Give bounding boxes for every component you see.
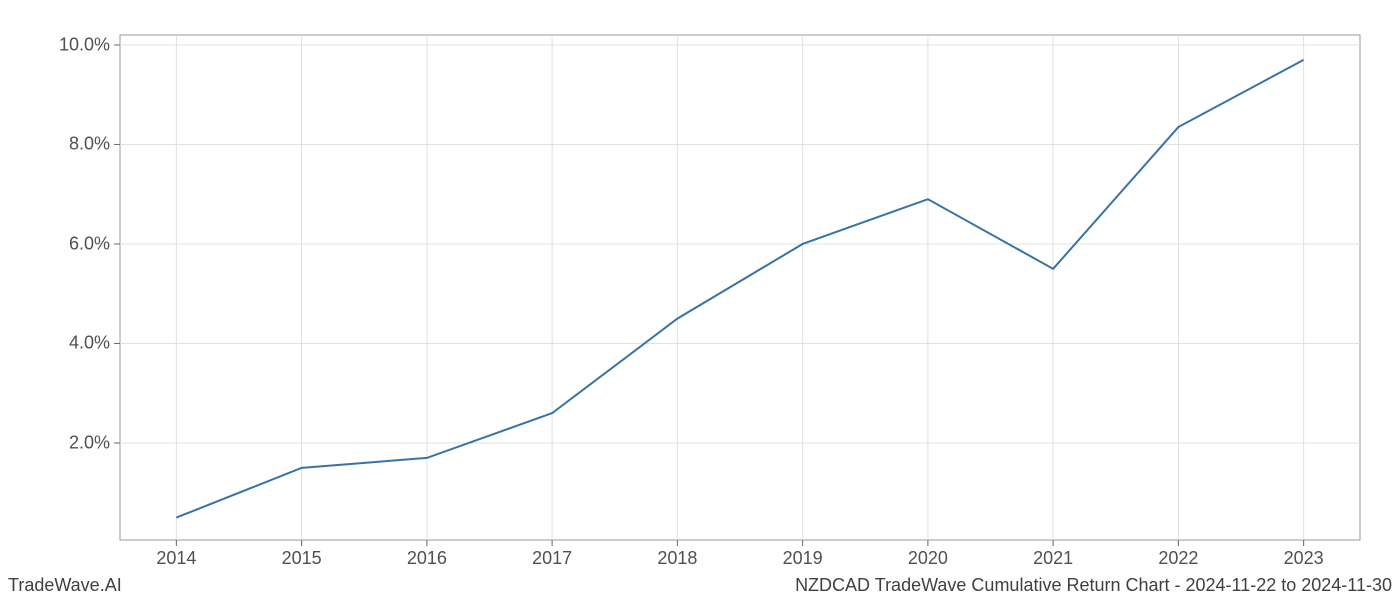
y-tick-label: 4.0%	[69, 333, 110, 354]
y-tick-label: 8.0%	[69, 134, 110, 155]
footer-right-label: NZDCAD TradeWave Cumulative Return Chart…	[795, 575, 1392, 596]
x-tick-label: 2022	[1158, 548, 1198, 569]
y-tick-label: 6.0%	[69, 233, 110, 254]
chart-area	[120, 35, 1360, 540]
y-tick-label: 10.0%	[59, 34, 110, 55]
footer-left-label: TradeWave.AI	[8, 575, 122, 596]
x-tick-label: 2021	[1033, 548, 1073, 569]
line-chart-svg	[120, 35, 1360, 540]
x-tick-label: 2014	[156, 548, 196, 569]
x-tick-label: 2020	[908, 548, 948, 569]
x-tick-label: 2018	[657, 548, 697, 569]
x-tick-label: 2015	[282, 548, 322, 569]
x-tick-label: 2017	[532, 548, 572, 569]
x-tick-label: 2019	[783, 548, 823, 569]
y-tick-label: 2.0%	[69, 432, 110, 453]
x-tick-label: 2016	[407, 548, 447, 569]
x-tick-label: 2023	[1284, 548, 1324, 569]
